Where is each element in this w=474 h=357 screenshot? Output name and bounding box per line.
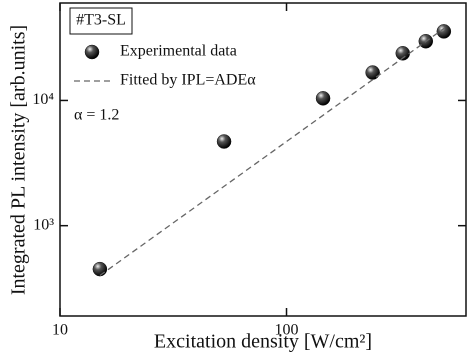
y-axis-label: Integrated PL intensity [arb.units]	[8, 25, 30, 295]
data-point	[315, 91, 331, 106]
plot-frame	[59, 2, 467, 317]
legend-label: Experimental data	[120, 43, 237, 60]
y-tick-label: 10⁴	[32, 91, 54, 108]
x-tick-label: 100	[275, 322, 299, 339]
fit-line	[99, 27, 446, 277]
legend-label: Fitted by IPL=ADEα	[120, 72, 256, 89]
annotation: α = 1.2	[74, 107, 119, 124]
data-point	[436, 24, 452, 39]
data-point	[365, 65, 380, 80]
data-point	[216, 134, 232, 149]
x-tick-label: 10	[52, 322, 68, 339]
legend-swatch	[84, 44, 100, 60]
x-axis-label: Excitation density [W/cm²]	[154, 331, 372, 353]
data-point	[92, 261, 108, 277]
annotation: #T3-SL	[76, 12, 126, 29]
annotation-box	[69, 7, 133, 35]
y-tick-label: 10³	[33, 216, 54, 233]
